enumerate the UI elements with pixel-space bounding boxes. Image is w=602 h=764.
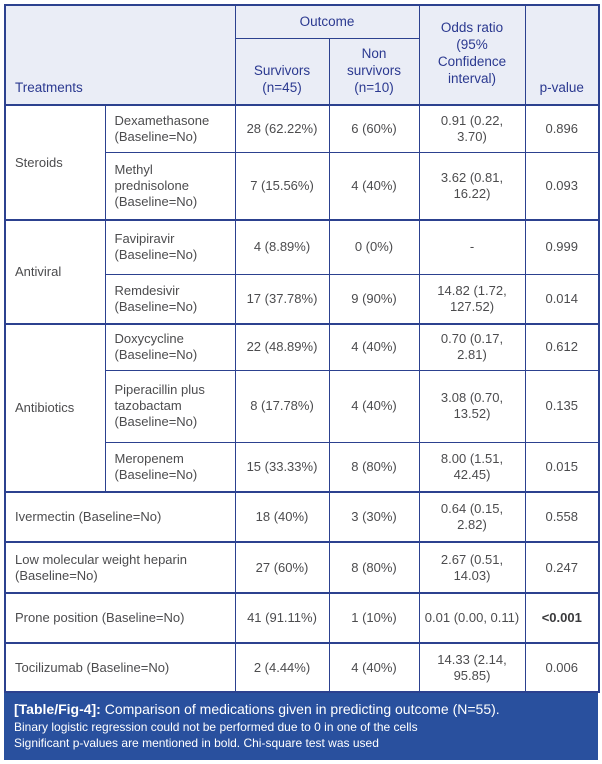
table-row: Steroids Dexamethasone (Baseline=No) 28 (6…	[4, 104, 600, 221]
survivors-cell: 4 (8.89%)	[234, 219, 330, 275]
non-survivors-cell: 9 (90%)	[328, 273, 420, 325]
p-value-cell: 0.612	[524, 323, 600, 371]
treatment-name-cell: Piperacillin plus tazobactam (Baseline=N…	[104, 369, 236, 443]
survivors-cell: 28 (62.22%)	[234, 104, 330, 153]
non-survivors-cell: 8 (80%)	[328, 541, 420, 594]
p-value-cell: 0.015	[524, 441, 600, 493]
figure-caption: [Table/Fig-4]: Comparison of medications…	[4, 693, 598, 760]
treatment-name-cell: Meropenem (Baseline=No)	[104, 441, 236, 493]
caption-note-2: Significant p-values are mentioned in bo…	[14, 736, 379, 750]
non-survivors-cell: 3 (30%)	[328, 491, 420, 543]
table-row: Antibiotics Doxycycline (Baseline=No) 22 (…	[4, 323, 600, 493]
caption-title-text: Comparison of medications given in predi…	[100, 701, 500, 717]
treatment-name-cell: Ivermectin (Baseline=No)	[4, 491, 236, 543]
header-treatments: Treatments	[4, 4, 236, 106]
caption-note-1: Binary logistic regression could not be …	[14, 720, 418, 734]
survivors-cell: 17 (37.78%)	[234, 273, 330, 325]
caption-title-line: [Table/Fig-4]: Comparison of medications…	[14, 700, 588, 719]
treatment-group-cell: Antibiotics	[4, 323, 106, 493]
table-header: Treatments Outcome Odds ratio (95% Confi…	[4, 4, 600, 106]
p-value-cell: 0.247	[524, 541, 600, 594]
table-row: Prone position (Baseline=No) 41 (91.11%) 1…	[4, 592, 600, 644]
treatment-name-cell: Methyl prednisolone (Baseline=No)	[104, 151, 236, 221]
medications-table: Treatments Outcome Odds ratio (95% Confi…	[4, 4, 600, 693]
odds-ratio-cell: 14.82 (1.72, 127.52)	[418, 273, 526, 325]
odds-ratio-cell: 3.08 (0.70, 13.52)	[418, 369, 526, 443]
table-row: Piperacillin plus tazobactam (Baseline=N…	[5, 369, 600, 443]
odds-ratio-cell: 0.91 (0.22, 3.70)	[418, 104, 526, 153]
survivors-cell: 7 (15.56%)	[234, 151, 330, 221]
survivors-cell: 41 (91.11%)	[234, 592, 330, 644]
odds-ratio-cell: 0.70 (0.17, 2.81)	[418, 323, 526, 371]
survivors-cell: 22 (48.89%)	[234, 323, 330, 371]
p-value-cell: 0.558	[524, 491, 600, 543]
treatment-name-cell: Doxycycline (Baseline=No)	[104, 323, 236, 371]
table-row: Ivermectin (Baseline=No) 18 (40%) 3 (30%) 0…	[4, 491, 600, 543]
non-survivors-cell: 0 (0%)	[328, 219, 420, 275]
non-survivors-cell: 4 (40%)	[328, 323, 420, 371]
table-body: Steroids Dexamethasone (Baseline=No) 28 (6…	[4, 104, 600, 693]
p-value-cell: 0.014	[524, 273, 600, 325]
odds-ratio-cell: 8.00 (1.51, 42.45)	[418, 441, 526, 493]
non-survivors-cell: 4 (40%)	[328, 369, 420, 443]
p-value-cell: 0.006	[524, 642, 600, 693]
non-survivors-cell: 4 (40%)	[328, 151, 420, 221]
treatment-group-cell: Antiviral	[4, 219, 106, 325]
survivors-cell: 8 (17.78%)	[234, 369, 330, 443]
treatment-name-cell: Tocilizumab (Baseline=No)	[4, 642, 236, 693]
treatment-name-cell: Prone position (Baseline=No)	[4, 592, 236, 644]
p-value-cell: 0.999	[524, 219, 600, 275]
table-row: Low molecular weight heparin (Baseline=N…	[4, 541, 600, 594]
table-row: Methyl prednisolone (Baseline=No) 7 (15.5…	[5, 151, 600, 221]
p-value-cell: 0.093	[524, 151, 600, 221]
treatment-group-cell: Steroids	[4, 104, 106, 221]
header-survivors: Survivors (n=45)	[234, 37, 330, 106]
survivors-cell: 27 (60%)	[234, 541, 330, 594]
survivors-cell: 2 (4.44%)	[234, 642, 330, 693]
odds-ratio-cell: 2.67 (0.51, 14.03)	[418, 541, 526, 594]
table-row: Antiviral Favipiravir (Baseline=No) 4 (8.8…	[4, 219, 600, 325]
treatment-name-cell: Dexamethasone (Baseline=No)	[104, 104, 236, 153]
header-p-value: p-value	[524, 4, 600, 106]
odds-ratio-cell: 0.01 (0.00, 0.11)	[418, 592, 526, 644]
odds-ratio-cell: 14.33 (2.14, 95.85)	[418, 642, 526, 693]
odds-ratio-cell: 3.62 (0.81, 16.22)	[418, 151, 526, 221]
survivors-cell: 18 (40%)	[234, 491, 330, 543]
survivors-cell: 15 (33.33%)	[234, 441, 330, 493]
odds-ratio-cell: 0.64 (0.15, 2.82)	[418, 491, 526, 543]
caption-label: [Table/Fig-4]:	[14, 701, 101, 717]
treatment-name-cell: Remdesivir (Baseline=No)	[104, 273, 236, 325]
treatment-name-cell: Low molecular weight heparin (Baseline=N…	[4, 541, 236, 594]
header-non-survivors: Non survivors (n=10)	[328, 37, 420, 106]
p-value-cell: <0.001	[524, 592, 600, 644]
p-value-cell: 0.896	[524, 104, 600, 153]
non-survivors-cell: 4 (40%)	[328, 642, 420, 693]
odds-ratio-cell: -	[418, 219, 526, 275]
treatment-name-cell: Favipiravir (Baseline=No)	[104, 219, 236, 275]
non-survivors-cell: 6 (60%)	[328, 104, 420, 153]
p-value-cell: 0.135	[524, 369, 600, 443]
non-survivors-cell: 1 (10%)	[328, 592, 420, 644]
table-row: Tocilizumab (Baseline=No) 2 (4.44%) 4 (40%…	[4, 642, 600, 693]
table-row: Remdesivir (Baseline=No) 17 (37.78%) 9 (90…	[5, 273, 600, 325]
header-odds-ratio: Odds ratio (95% Confidence interval)	[418, 4, 526, 106]
header-outcome: Outcome	[234, 4, 420, 39]
table-row: Meropenem (Baseline=No) 15 (33.33%) 8 (80%…	[5, 441, 600, 493]
non-survivors-cell: 8 (80%)	[328, 441, 420, 493]
